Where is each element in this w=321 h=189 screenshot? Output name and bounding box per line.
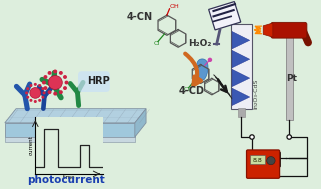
Circle shape <box>41 96 44 99</box>
FancyArrowPatch shape <box>185 54 201 85</box>
Circle shape <box>42 81 46 84</box>
Circle shape <box>43 75 48 79</box>
Text: Cl: Cl <box>153 41 160 46</box>
Circle shape <box>26 96 29 99</box>
Circle shape <box>25 91 28 94</box>
Text: OH: OH <box>169 4 179 9</box>
Text: 4-CN: 4-CN <box>127 12 153 22</box>
Circle shape <box>30 88 41 98</box>
Text: 8.8: 8.8 <box>253 158 263 163</box>
Text: H₂O₂: H₂O₂ <box>188 39 211 48</box>
Circle shape <box>63 86 67 90</box>
FancyBboxPatch shape <box>78 71 110 92</box>
Circle shape <box>34 100 37 103</box>
Polygon shape <box>196 59 208 80</box>
Circle shape <box>30 99 32 102</box>
Circle shape <box>30 84 32 87</box>
FancyBboxPatch shape <box>271 22 307 38</box>
Circle shape <box>63 75 67 79</box>
Polygon shape <box>209 2 241 30</box>
Polygon shape <box>5 137 135 142</box>
Bar <box>231 24 252 109</box>
Circle shape <box>53 92 57 96</box>
Circle shape <box>59 90 63 94</box>
Polygon shape <box>5 123 135 137</box>
Circle shape <box>42 91 46 94</box>
Polygon shape <box>232 88 250 105</box>
Polygon shape <box>135 109 146 137</box>
Text: HRP: HRP <box>87 76 110 86</box>
Circle shape <box>26 87 29 90</box>
Bar <box>238 108 245 117</box>
Circle shape <box>38 99 41 102</box>
Circle shape <box>59 71 63 75</box>
Circle shape <box>65 81 68 84</box>
Bar <box>250 155 265 164</box>
Circle shape <box>287 135 291 139</box>
Circle shape <box>41 87 44 90</box>
Circle shape <box>267 156 275 165</box>
Polygon shape <box>5 109 146 123</box>
Polygon shape <box>263 23 273 37</box>
Bar <box>286 32 293 120</box>
Text: In₂O₃-CdS: In₂O₃-CdS <box>254 78 259 109</box>
Circle shape <box>250 135 254 139</box>
Circle shape <box>38 84 41 87</box>
Polygon shape <box>232 69 250 87</box>
Circle shape <box>48 71 52 75</box>
Text: photocurrent: photocurrent <box>27 175 105 185</box>
Polygon shape <box>232 32 250 49</box>
Circle shape <box>48 76 62 89</box>
Circle shape <box>48 90 52 94</box>
Circle shape <box>34 83 37 86</box>
Text: Cl: Cl <box>184 87 190 92</box>
Circle shape <box>53 70 57 73</box>
Text: Pt: Pt <box>286 74 297 83</box>
Circle shape <box>43 86 48 90</box>
Polygon shape <box>232 50 250 68</box>
Text: 4-CD: 4-CD <box>178 87 204 97</box>
FancyBboxPatch shape <box>247 150 280 178</box>
Circle shape <box>208 58 212 62</box>
